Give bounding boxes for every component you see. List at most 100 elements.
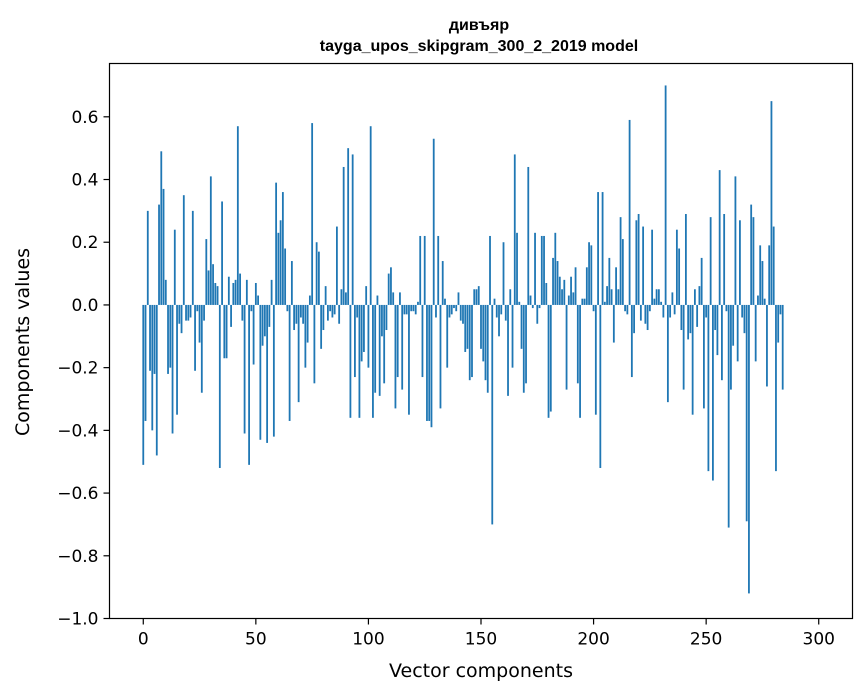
bar-23 [194, 304, 196, 371]
bar-255 [716, 304, 719, 356]
y-tick-label: −0.6 [57, 484, 98, 504]
bar-13 [171, 304, 174, 434]
bar-277 [766, 304, 768, 387]
bar-146 [471, 304, 473, 378]
bar-182 [552, 257, 554, 305]
x-axis: 0 50 100 150 200 250 300 [138, 618, 835, 650]
bar-82 [327, 304, 329, 321]
bar-43 [239, 273, 241, 305]
bar-22 [191, 210, 194, 305]
y-tick-label: −1.0 [57, 610, 98, 630]
bar-60 [277, 232, 280, 305]
bar-70 [299, 304, 302, 318]
bar-230 [660, 301, 663, 305]
bar-38 [227, 276, 230, 305]
bar-112 [394, 304, 397, 409]
bar-141 [459, 304, 462, 321]
bar-63 [284, 248, 287, 305]
bar-8 [160, 151, 163, 305]
bar-117 [405, 304, 408, 315]
bar-185 [558, 276, 561, 305]
bar-151 [482, 304, 485, 362]
bar-245 [693, 289, 696, 305]
bar-106 [381, 304, 383, 337]
bar-3 [149, 304, 151, 371]
bar-35 [221, 201, 223, 305]
bar-180 [547, 304, 550, 418]
bar-174 [534, 232, 536, 305]
bar-20 [187, 304, 190, 321]
bar-76 [313, 304, 316, 384]
bar-105 [378, 304, 381, 396]
bar-138 [453, 304, 455, 309]
bar-68 [295, 304, 298, 324]
y-tick-label: 0.4 [71, 171, 98, 191]
bar-25 [198, 304, 201, 343]
bar-283 [779, 304, 782, 315]
bar-278 [768, 245, 771, 305]
bar-126 [426, 304, 428, 421]
bar-143 [464, 304, 467, 352]
bar-238 [678, 248, 681, 305]
bar-54 [263, 304, 266, 337]
bar-114 [399, 292, 401, 305]
bar-79 [320, 304, 323, 349]
bar-98 [363, 304, 365, 352]
bar-49 [252, 304, 255, 365]
bar-0 [142, 304, 145, 465]
bar-95 [356, 304, 359, 318]
bar-160 [502, 242, 505, 305]
bar-219 [635, 220, 638, 305]
bar-24 [196, 304, 199, 312]
bar-233 [666, 304, 669, 403]
bar-177 [540, 235, 543, 305]
bar-207 [608, 257, 611, 305]
bar-2 [146, 210, 149, 305]
bar-257 [721, 304, 723, 381]
bar-119 [410, 304, 413, 312]
y-tick-label: −0.4 [57, 421, 98, 441]
bar-272 [754, 304, 757, 362]
bar-122 [417, 301, 419, 305]
bar-187 [563, 279, 566, 305]
bar-280 [772, 226, 775, 305]
bar-128 [430, 304, 433, 428]
bar-125 [423, 235, 426, 305]
bar-284 [781, 304, 784, 390]
bar-96 [358, 304, 361, 418]
bar-136 [448, 304, 451, 318]
bar-158 [498, 304, 500, 337]
bar-110 [390, 267, 392, 305]
bar-30 [209, 176, 212, 305]
bar-65 [288, 304, 291, 421]
bar-78 [317, 251, 320, 305]
bar-213 [621, 239, 624, 305]
bar-50 [254, 282, 257, 305]
bar-153 [486, 304, 489, 393]
chart-title: дивъяр [449, 17, 509, 34]
bar-148 [475, 289, 478, 305]
bar-244 [691, 304, 694, 415]
bar-237 [675, 229, 678, 305]
y-tick-label: 0.0 [71, 296, 98, 316]
bar-111 [392, 292, 395, 305]
bar-37 [225, 304, 228, 359]
bar-115 [401, 304, 404, 390]
bar-101 [369, 126, 372, 305]
bar-150 [480, 304, 482, 349]
bar-83 [329, 304, 332, 312]
bar-249 [703, 304, 705, 409]
bar-220 [637, 214, 640, 305]
bar-172 [529, 295, 532, 305]
bar-250 [705, 304, 708, 318]
bar-144 [466, 304, 469, 349]
bar-164 [511, 304, 514, 368]
bar-268 [745, 304, 748, 522]
bar-147 [473, 289, 476, 305]
bar-202 [597, 192, 599, 305]
bar-94 [354, 304, 356, 378]
bar-170 [525, 304, 527, 384]
bar-200 [592, 304, 595, 312]
bar-134 [444, 298, 446, 305]
bar-116 [403, 304, 406, 315]
